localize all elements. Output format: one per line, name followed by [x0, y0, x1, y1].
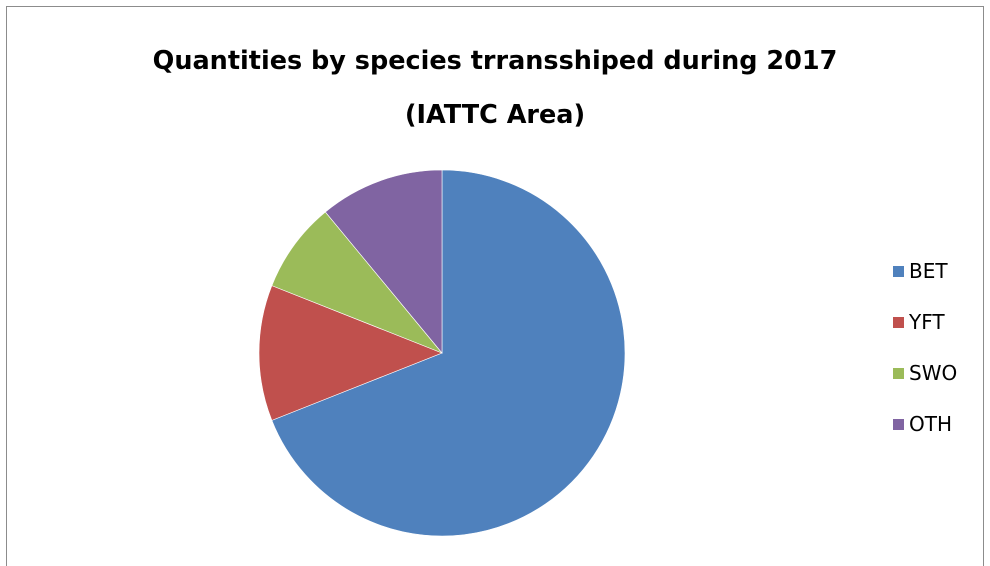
chart-subtitle: (IATTC Area): [404, 100, 586, 130]
legend-swatch: [893, 316, 904, 328]
pie-slice-oth: [324, 169, 443, 354]
pie-slice-bet: [271, 169, 626, 537]
legend-label: YFT: [909, 310, 945, 334]
legend-swatch: [893, 367, 904, 379]
legend-label: OTH: [909, 412, 952, 436]
chart-title: Quantities by species trransshiped durin…: [152, 46, 838, 76]
legend-swatch: [893, 265, 904, 277]
legend-item-bet: BET: [893, 258, 948, 284]
legend-item-oth: OTH: [893, 411, 952, 437]
legend-item-yft: YFT: [893, 309, 945, 335]
legend-label: BET: [909, 259, 948, 283]
pie-slice-swo: [271, 211, 443, 354]
legend-item-swo: SWO: [893, 360, 957, 386]
pie-slice-yft: [258, 285, 443, 421]
legend-swatch: [893, 418, 904, 430]
chart-title-block: Quantities by species trransshiped durin…: [0, 34, 990, 142]
legend-label: SWO: [909, 361, 958, 385]
